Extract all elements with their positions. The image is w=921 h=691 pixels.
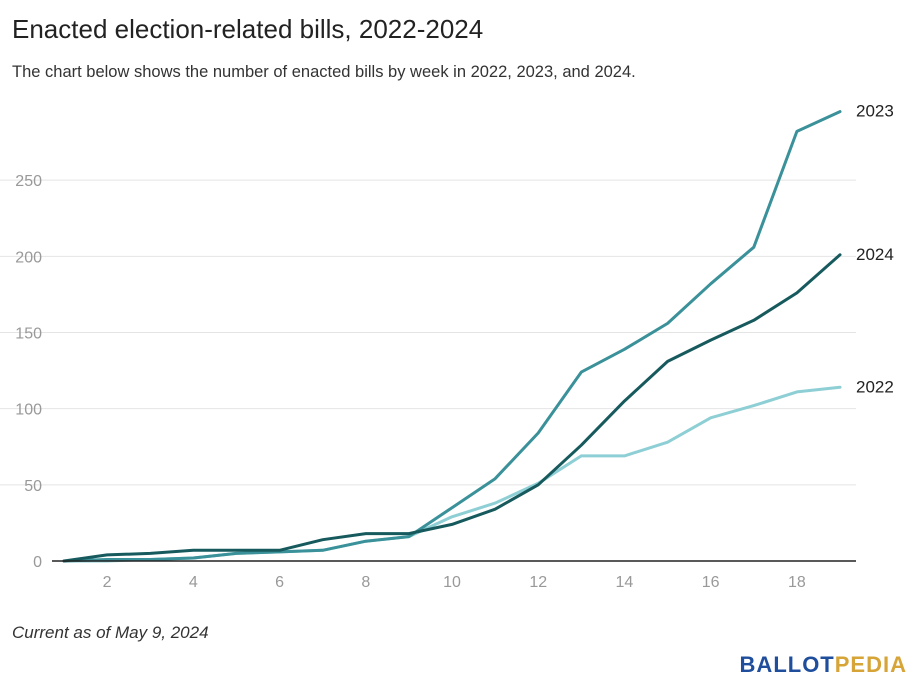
series-line-2024 (62, 253, 842, 563)
x-tick-label-14: 14 (616, 574, 634, 591)
x-tick-label-12: 12 (529, 574, 547, 591)
chart-subtitle: The chart below shows the number of enac… (12, 63, 636, 81)
x-tick-label-8: 8 (361, 574, 370, 591)
y-tick-label-150: 150 (15, 326, 42, 343)
y-tick-label-200: 200 (15, 249, 42, 266)
ballotpedia-logo[interactable]: BALLOTPEDIA (740, 652, 907, 678)
x-tick-label-6: 6 (275, 574, 284, 591)
y-tick-label-100: 100 (15, 402, 42, 419)
current-as-of-note: Current as of May 9, 2024 (12, 623, 209, 642)
series-lines (62, 110, 842, 563)
x-tick-label-18: 18 (788, 574, 806, 591)
series-line-2023 (62, 110, 842, 563)
logo-ballot-text: BALLOT (739, 652, 835, 677)
x-tick-label-16: 16 (702, 574, 720, 591)
gridlines (0, 179, 856, 486)
series-label-2024: 2024 (856, 245, 894, 264)
y-tick-label-0: 0 (33, 554, 42, 571)
series-line-2022 (62, 385, 842, 563)
series-label-2023: 2023 (856, 102, 894, 121)
y-tick-label-250: 250 (15, 173, 42, 190)
x-tick-label-10: 10 (443, 574, 461, 591)
x-tick-label-4: 4 (189, 574, 198, 591)
series-label-2022: 2022 (856, 377, 894, 396)
y-axis-tick-labels: 0 50 100 150 200 250 (15, 173, 42, 571)
logo-pedia-text: PEDIA (834, 652, 907, 677)
chart-title: Enacted election-related bills, 2022-202… (12, 14, 484, 44)
x-axis-tick-labels: 2 4 6 8 10 12 14 16 18 (103, 574, 806, 591)
y-tick-label-50: 50 (24, 478, 42, 495)
x-tick-label-2: 2 (103, 574, 112, 591)
series-end-labels: 2022 2023 2024 (856, 102, 894, 397)
